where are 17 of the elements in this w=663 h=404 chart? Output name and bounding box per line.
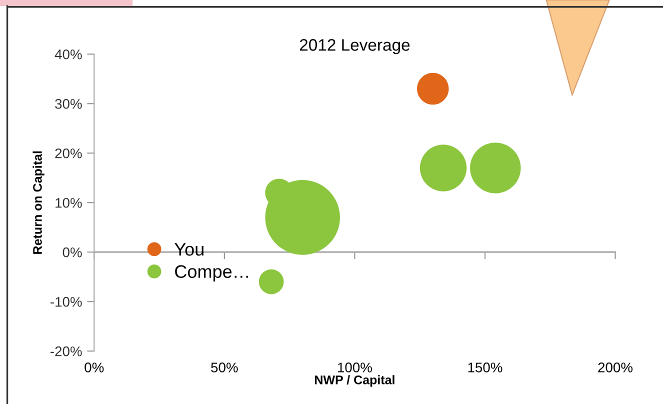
- y-tick-label: 20%: [55, 148, 82, 158]
- y-axis-title: Return on Capital: [32, 151, 44, 254]
- x-tick-label: 200%: [598, 362, 633, 372]
- y-tick-label: 30%: [55, 98, 82, 109]
- y-tick-label: -20%: [50, 346, 82, 356]
- x-tick-label: 100%: [338, 362, 372, 372]
- y-tick-label: 40%: [54, 49, 82, 60]
- x-axis-title: NWP / Capital: [315, 375, 394, 387]
- x-tick-label: 50%: [211, 362, 238, 372]
- y-tick-label: 10%: [56, 198, 82, 208]
- y-tick-label: 0%: [62, 247, 82, 258]
- legend-label: Compe…: [175, 265, 248, 282]
- chart-title: 2012 Leverage: [300, 39, 410, 54]
- x-tick-label: 150%: [468, 362, 502, 372]
- x-tick-label: 0%: [84, 362, 104, 372]
- legend-label: You: [174, 243, 204, 256]
- y-tick-label: -10%: [50, 296, 82, 307]
